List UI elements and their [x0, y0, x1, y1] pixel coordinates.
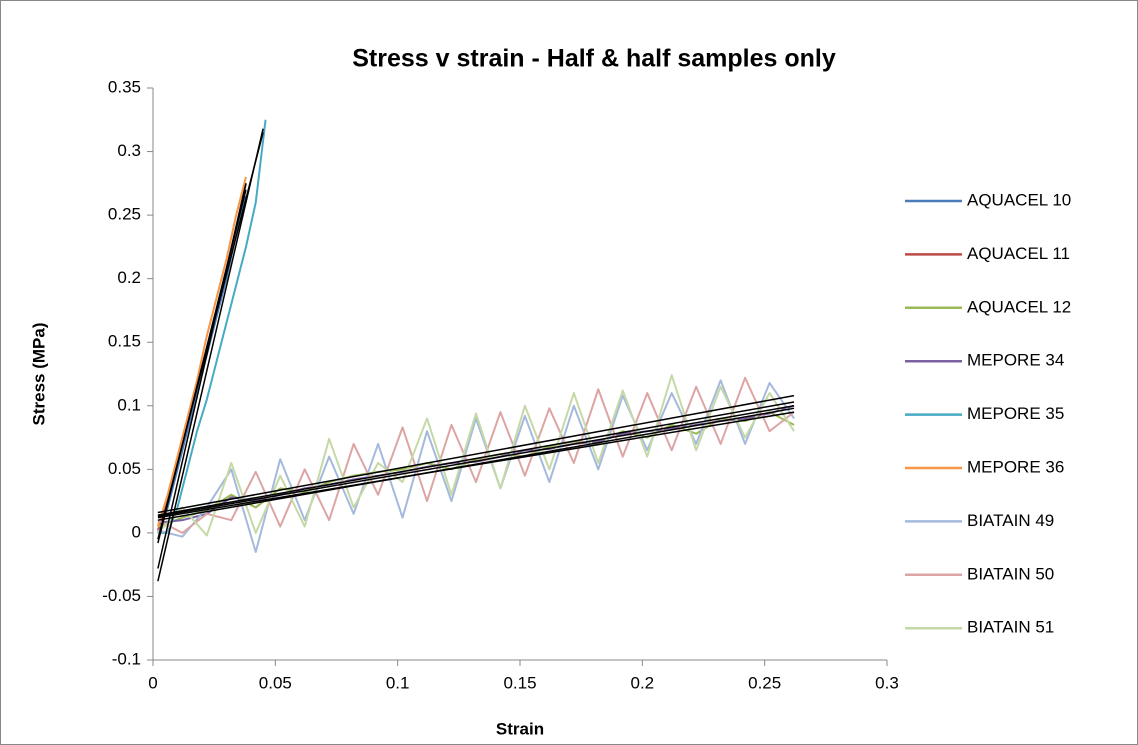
x-tick-label: 0.3 [875, 673, 899, 692]
y-tick-label: 0.35 [108, 77, 141, 96]
legend-label: AQUACEL 11 [967, 244, 1070, 263]
y-tick-label: -0.1 [112, 649, 141, 668]
legend-label: BIATAIN 51 [967, 618, 1054, 637]
y-tick-label: 0.2 [117, 268, 141, 287]
y-tick-label: 0.05 [108, 459, 141, 478]
legend-label: MEPORE 35 [967, 404, 1064, 423]
trendline [157, 405, 795, 518]
series-line [157, 374, 795, 537]
x-tick-label: 0.2 [631, 673, 655, 692]
legend-label: MEPORE 36 [967, 457, 1064, 476]
trendline [157, 128, 264, 582]
x-tick-label: 0.1 [386, 673, 410, 692]
chart-title: Stress v strain - Half & half samples on… [352, 45, 836, 73]
trendline [157, 401, 795, 516]
x-tick-label: 0.25 [748, 673, 781, 692]
series-line [157, 376, 795, 534]
x-tick-label: 0 [148, 673, 157, 692]
y-tick-label: 0.3 [117, 141, 141, 160]
legend-label: AQUACEL 10 [967, 190, 1071, 209]
x-tick-label: 0.15 [503, 673, 536, 692]
y-tick-label: -0.05 [102, 586, 141, 605]
y-tick-label: 0 [132, 522, 141, 541]
trendline [157, 183, 247, 569]
x-axis-title: Strain [496, 719, 544, 738]
y-tick-label: 0.25 [108, 205, 141, 224]
y-tick-label: 0.1 [117, 395, 141, 414]
legend-label: MEPORE 34 [967, 351, 1064, 370]
legend-label: BIATAIN 50 [967, 564, 1054, 583]
trendline [157, 394, 795, 514]
legend-label: BIATAIN 49 [967, 511, 1054, 530]
x-tick-label: 0.05 [259, 673, 292, 692]
y-axis-title: Stress (MPa) [29, 323, 48, 426]
series-line [156, 176, 247, 527]
legend-label: AQUACEL 12 [967, 297, 1071, 316]
trendline [157, 407, 795, 521]
y-tick-label: 0.15 [108, 332, 141, 351]
